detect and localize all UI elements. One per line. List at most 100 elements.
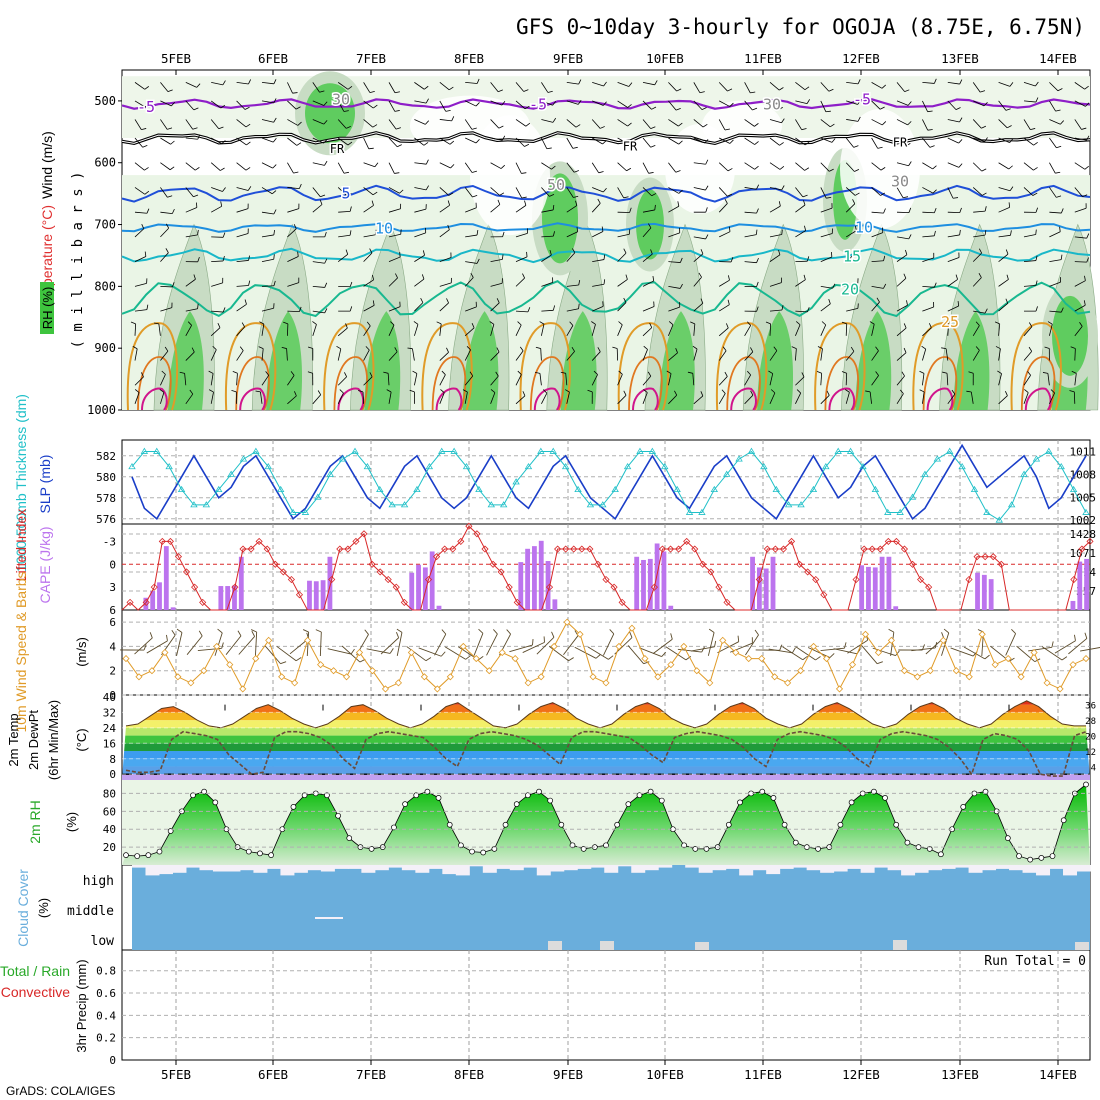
wind10-point xyxy=(874,648,882,657)
wind-barb xyxy=(973,206,987,213)
wind-barb xyxy=(998,298,1009,312)
wind10-point xyxy=(407,648,415,657)
slp-point xyxy=(190,501,198,508)
cape-bar xyxy=(327,556,333,610)
cloud-high-gap xyxy=(388,865,403,868)
wind-barb xyxy=(972,346,980,361)
bottom-date-10FEB: 10FEB xyxy=(646,1067,684,1082)
cape-bar xyxy=(157,582,162,610)
cape-bar xyxy=(409,572,415,610)
wind-barb xyxy=(160,346,169,361)
rh-point xyxy=(737,799,743,806)
cloud-high-gap xyxy=(806,865,821,871)
slp-point xyxy=(202,501,211,508)
wind-barb xyxy=(258,346,264,361)
slp-tick: 1008 xyxy=(1070,468,1097,481)
wind-barb xyxy=(896,161,912,167)
wind-barb xyxy=(947,389,956,405)
slp-point xyxy=(165,462,173,470)
wind-barb xyxy=(564,389,570,404)
wind-barb xyxy=(1074,257,1089,263)
wind-barb xyxy=(668,302,681,312)
cape-bar xyxy=(647,558,653,610)
wind-barb xyxy=(338,281,353,288)
wind-barb xyxy=(465,230,479,238)
wind-barb xyxy=(388,347,398,361)
wind10-point xyxy=(693,667,701,675)
rh-point xyxy=(212,799,219,806)
contour-label: 10 xyxy=(375,219,393,237)
rh-point xyxy=(558,821,565,828)
wind-barb xyxy=(871,371,879,386)
temp-band xyxy=(122,689,1090,697)
wind-barb xyxy=(134,372,144,386)
wind10-barb xyxy=(406,646,432,662)
wind-barb xyxy=(919,389,925,404)
wind-barb xyxy=(566,280,581,287)
wind-barb xyxy=(769,389,776,404)
cloud-high-gap xyxy=(145,865,160,876)
wind-barb xyxy=(795,372,805,386)
rh-point xyxy=(904,839,911,846)
wind-barb xyxy=(439,116,455,122)
wind-barb xyxy=(744,281,759,288)
wind-barb xyxy=(687,371,695,386)
wind-barb xyxy=(283,321,289,336)
wind-barb xyxy=(972,162,987,172)
wind-barb xyxy=(515,119,531,127)
wind-barb xyxy=(871,227,884,238)
rh-point xyxy=(145,852,152,859)
li-point xyxy=(174,553,183,561)
wind-barb xyxy=(972,321,980,337)
wind-barb xyxy=(490,371,499,386)
wind-barb xyxy=(617,229,631,238)
slp-point xyxy=(215,485,223,493)
li-point xyxy=(360,530,368,538)
wind-barb xyxy=(490,82,503,93)
top-date-13FEB: 13FEB xyxy=(941,51,979,66)
li-point xyxy=(723,598,731,606)
wind10-barb xyxy=(627,645,650,665)
temp-tick: 32 xyxy=(103,706,116,719)
top-date-14FEB: 14FEB xyxy=(1039,51,1077,66)
wind-barb xyxy=(871,137,883,149)
wind10-point xyxy=(304,636,312,644)
wind10-barb xyxy=(434,629,447,656)
wind-barb xyxy=(211,232,226,238)
wind-barb xyxy=(845,248,856,262)
cape-bar xyxy=(879,556,885,610)
wind10-barb xyxy=(925,632,945,655)
ytick-700: 700 xyxy=(94,218,116,232)
wind10-point xyxy=(654,673,662,681)
wind-barb xyxy=(744,229,758,238)
slp-tick: 1011 xyxy=(1070,445,1097,458)
rh-point xyxy=(502,821,509,828)
wind-barb xyxy=(211,255,225,263)
cloud-high-gap xyxy=(158,865,173,875)
contour-label: 50 xyxy=(547,176,565,194)
cape-bar xyxy=(232,585,237,610)
cape-bar xyxy=(313,581,319,610)
wind-barb xyxy=(388,162,400,174)
wind-barb xyxy=(744,137,759,145)
wind-barb xyxy=(388,203,402,213)
cape-bar xyxy=(525,548,531,610)
cloud-high-gap xyxy=(685,865,700,868)
wind-barb xyxy=(820,82,834,92)
wind-barb xyxy=(795,162,810,171)
wind-barb xyxy=(896,119,912,126)
wind-barb xyxy=(337,372,348,386)
cape-bar xyxy=(661,551,667,610)
wind-barb xyxy=(287,251,299,262)
wind-barb xyxy=(820,251,833,263)
cloud-fill xyxy=(132,865,1090,950)
ylabel-slp: SLP (mb) xyxy=(37,455,53,514)
wind-barb xyxy=(1049,208,1064,214)
slp-point xyxy=(846,447,855,454)
slp-line xyxy=(131,450,1087,521)
wind-barb xyxy=(922,119,933,131)
wind-barb xyxy=(489,321,495,336)
wind10-point xyxy=(784,679,792,687)
wind10-point xyxy=(706,679,714,687)
wind-barb xyxy=(744,119,759,127)
